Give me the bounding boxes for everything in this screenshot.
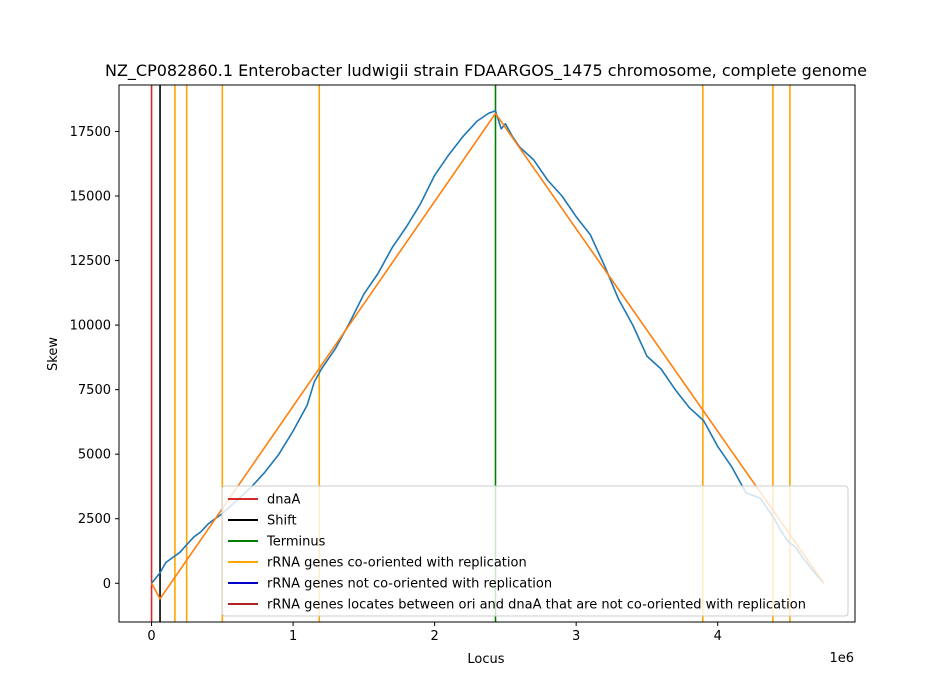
legend-label: rRNA genes co-oriented with replication — [267, 556, 527, 571]
y-axis-title: Skew — [46, 337, 61, 371]
series-line-0 — [150, 110, 825, 584]
y-tick-label: 12500 — [70, 254, 111, 269]
legend-box — [221, 485, 849, 617]
series-lines — [150, 110, 825, 600]
y-tick-label: 2500 — [78, 512, 111, 527]
x-tick-label: 3 — [572, 629, 580, 644]
legend-label: Shift — [267, 514, 297, 529]
chart-title: NZ_CP082860.1 Enterobacter ludwigii stra… — [105, 61, 867, 81]
y-tick-label: 7500 — [78, 383, 111, 398]
y-tick-label: 15000 — [70, 190, 111, 205]
x-tick-label: 4 — [714, 629, 722, 644]
y-tick-label: 0 — [103, 577, 111, 592]
legend-label: dnaA — [267, 493, 300, 508]
x-axis-offset-label: 1e6 — [829, 651, 854, 666]
y-tick-label: 17500 — [70, 125, 111, 140]
axes-frame — [118, 84, 856, 623]
x-tick-label: 1 — [289, 629, 297, 644]
legend: dnaA Shift Terminus rRNA genes co-oriented … — [221, 485, 849, 617]
legend-label: Terminus — [266, 535, 326, 550]
x-axis-title: Locus — [467, 652, 504, 667]
x-axis-ticks: 0 1 2 3 4 — [147, 622, 722, 644]
x-tick-label: 0 — [147, 629, 155, 644]
y-tick-label: 5000 — [78, 448, 111, 463]
legend-label: rRNA genes not co-oriented with replicat… — [267, 577, 552, 592]
y-tick-label: 10000 — [70, 319, 111, 334]
series-line-1 — [150, 112, 825, 600]
y-axis-ticks: 0 2500 5000 7500 10000 12500 15000 17500 — [70, 125, 119, 592]
x-tick-label: 2 — [430, 629, 438, 644]
legend-label: rRNA genes locates between ori and dnaA … — [267, 598, 806, 613]
